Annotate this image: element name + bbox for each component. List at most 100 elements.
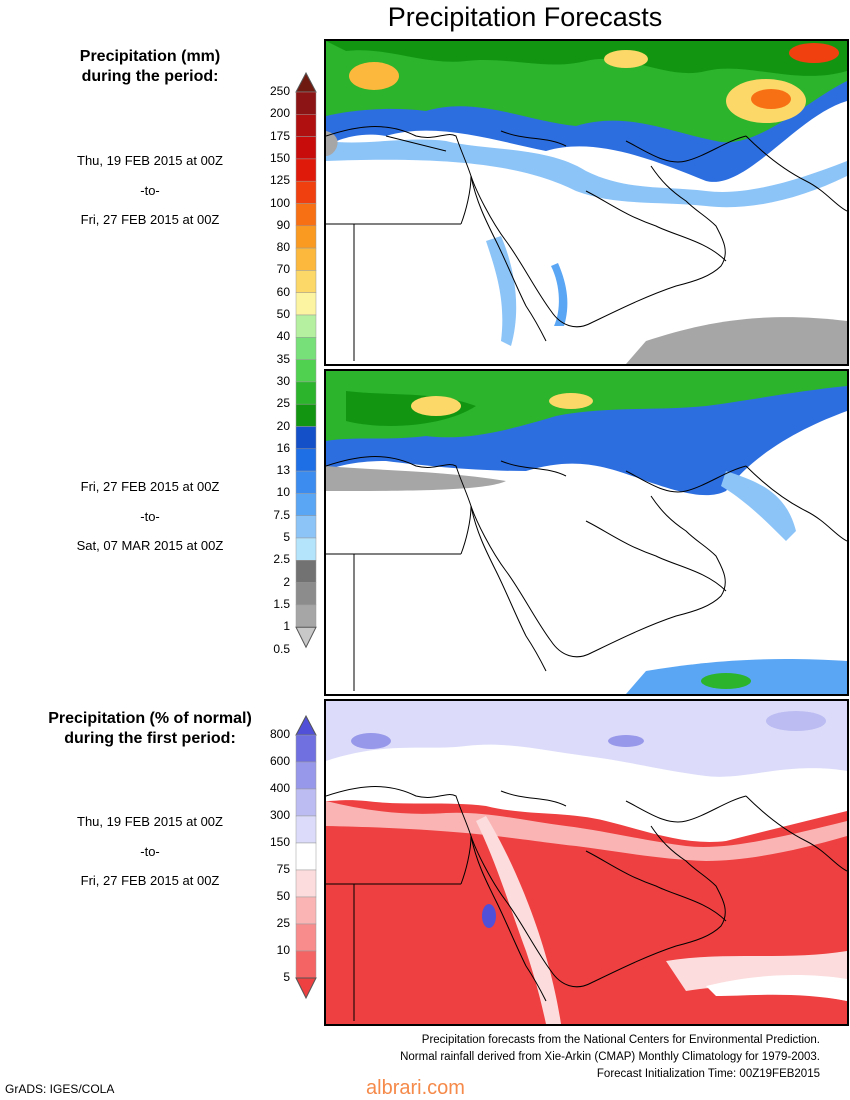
- precip-mm-colorbar: 250 200 175 150 125 100 90 80 70 60 50 40 35 30 25 20 16…: [260, 72, 320, 672]
- mm-colorbar-tick-label: 175: [269, 128, 290, 143]
- pct-colorbar-svg: [295, 715, 317, 1000]
- map-panel-period1: [324, 39, 849, 366]
- mm-colorbar-tick-label: 50: [276, 307, 290, 321]
- mm-colorbar-segment: [295, 314, 317, 338]
- mm-colorbar-tick-label: 150: [269, 150, 290, 165]
- pct-colorbar-tick-label: 400: [269, 781, 290, 795]
- mm-colorbar-tick-label: 30: [276, 373, 290, 388]
- mm-colorbar-segment: [295, 158, 317, 182]
- mm-colorbar-tick-label: 40: [276, 329, 290, 344]
- grads-credit: GrADS: IGES/COLA: [5, 1082, 115, 1096]
- pct-colorbar-tick-label: 5: [283, 970, 290, 984]
- period3-from: Thu, 19 FEB 2015 at 00Z: [77, 814, 223, 829]
- mm-colorbar-tick-label: 125: [269, 173, 290, 188]
- mm-colorbar-segment: [295, 560, 317, 583]
- mm-colorbar-tick-label: 0.5: [273, 641, 290, 656]
- mm-colorbar-tick-label: 20: [276, 418, 290, 433]
- watermark: albrari.com: [366, 1077, 465, 1099]
- pct-colorbar-tick-label: 10: [276, 943, 290, 957]
- mm-colorbar-segment: [295, 537, 317, 561]
- period1-from: Thu, 19 FEB 2015 at 00Z: [77, 153, 223, 168]
- mm-colorbar-tick-label: 7.5: [273, 507, 290, 522]
- precip-mm-heading: Precipitation (mm) during the period:: [30, 47, 270, 87]
- map-panel-percent-normal: [324, 699, 849, 1026]
- mm-colorbar-tick-label: 10: [276, 485, 290, 500]
- map-period1-svg: [326, 41, 847, 364]
- period1-to: -to-: [140, 183, 160, 198]
- period1-until: Fri, 27 FEB 2015 at 00Z: [80, 212, 220, 227]
- mm-colorbar-segment: [295, 247, 317, 271]
- period3-until: Fri, 27 FEB 2015 at 00Z: [80, 873, 220, 888]
- mm-colorbar-segment: [295, 337, 317, 360]
- period2-to: -to-: [140, 509, 160, 524]
- mm-colorbar-segment: [295, 225, 317, 249]
- mm-colorbar-tick-label: 5: [283, 530, 290, 544]
- mm-colorbar-svg: [295, 72, 317, 649]
- mm-colorbar-segment: [295, 470, 317, 494]
- mm-colorbar-tick-label: 250: [269, 84, 290, 98]
- mm-colorbar-tick-label: 80: [276, 240, 290, 255]
- map-period2-svg: [326, 371, 847, 694]
- mm-colorbar-tick-label: 16: [276, 440, 290, 455]
- pct-colorbar-segment: [295, 788, 317, 817]
- pct-colorbar-segment: [295, 950, 317, 979]
- mm-colorbar-tick-label: 60: [276, 284, 290, 299]
- mm-colorbar-segment: [295, 381, 317, 405]
- percent-normal-heading-line2: during the first period:: [64, 730, 236, 747]
- footer-line1: Precipitation forecasts from the Nationa…: [421, 1034, 820, 1046]
- period2-from: Fri, 27 FEB 2015 at 00Z: [80, 479, 220, 494]
- map-percent-svg: [326, 701, 847, 1024]
- mm-colorbar-segment: [295, 493, 317, 516]
- pct-colorbar-tick-label: 150: [269, 835, 290, 849]
- map-panel-period2: [324, 369, 849, 696]
- pct-colorbar-tick-label: 25: [276, 916, 290, 930]
- mm-colorbar-tick-label: 70: [276, 262, 290, 277]
- mm-colorbar-tick-label: 13: [276, 463, 290, 478]
- pct-colorbar-segment: [295, 815, 317, 844]
- mm-colorbar-segment: [295, 448, 317, 472]
- percent-normal-heading-line1: Precipitation (% of normal): [48, 710, 252, 727]
- precip-mm-heading-line1: Precipitation (mm): [79, 48, 221, 65]
- mm-colorbar-segment: [295, 114, 317, 137]
- pct-colorbar-tick-label: 800: [269, 727, 290, 741]
- mm-colorbar-segment: [295, 426, 317, 450]
- mm-colorbar-tick-label: 2.5: [273, 552, 290, 567]
- precip-mm-heading-line2: during the period:: [81, 68, 219, 85]
- pct-colorbar-segment: [295, 923, 317, 952]
- pct-colorbar-tick-label: 50: [276, 889, 290, 903]
- mm-colorbar-segment: [295, 292, 317, 316]
- pct-colorbar-segment: [295, 734, 317, 763]
- pct-colorbar-segment: [295, 761, 317, 790]
- pct-colorbar-tick-label: 75: [276, 862, 290, 876]
- mm-colorbar-tick-label: 25: [276, 396, 290, 411]
- footer-line3: Forecast Initialization Time: 00Z19FEB20…: [596, 1068, 820, 1080]
- mm-colorbar-top-arrow: [295, 72, 317, 93]
- percent-normal-heading: Precipitation (% of normal) during the f…: [20, 709, 280, 749]
- mm-colorbar-segment: [295, 270, 317, 293]
- pct-colorbar-tick-label: 600: [269, 754, 290, 768]
- mm-colorbar-tick-label: 2: [283, 574, 290, 589]
- mm-colorbar-segment: [295, 515, 317, 539]
- page-title: Precipitation Forecasts: [387, 2, 663, 32]
- pct-colorbar-segment: [295, 842, 317, 871]
- pct-colorbar-segment: [295, 896, 317, 925]
- mm-colorbar-segment: [295, 91, 317, 115]
- mm-colorbar-tick-label: 100: [269, 195, 290, 210]
- percent-normal-colorbar: 800 600 400 300 150 75 50 25 10 5: [260, 715, 320, 1015]
- footer-line2: Normal rainfall derived from Xie-Arkin (…: [400, 1051, 820, 1063]
- mm-colorbar-segment: [295, 604, 317, 628]
- mm-colorbar-tick-label: 200: [269, 106, 290, 121]
- pct-colorbar-segment: [295, 869, 317, 898]
- mm-colorbar-tick-label: 35: [276, 351, 290, 366]
- period3-to: -to-: [140, 844, 160, 859]
- mm-colorbar-segment: [295, 180, 317, 204]
- mm-colorbar-bottom-arrow: [295, 626, 317, 649]
- pct-colorbar-bottom-arrow: [295, 977, 317, 1000]
- mm-colorbar-tick-label: 90: [276, 217, 290, 232]
- period2-until: Sat, 07 MAR 2015 at 00Z: [76, 538, 224, 553]
- mm-colorbar-tick-label: 1.5: [273, 596, 290, 611]
- mm-colorbar-segment: [295, 403, 317, 427]
- mm-colorbar-segment: [295, 582, 317, 606]
- pct-colorbar-top-arrow: [295, 715, 317, 736]
- mm-colorbar-tick-label: 1: [283, 619, 290, 634]
